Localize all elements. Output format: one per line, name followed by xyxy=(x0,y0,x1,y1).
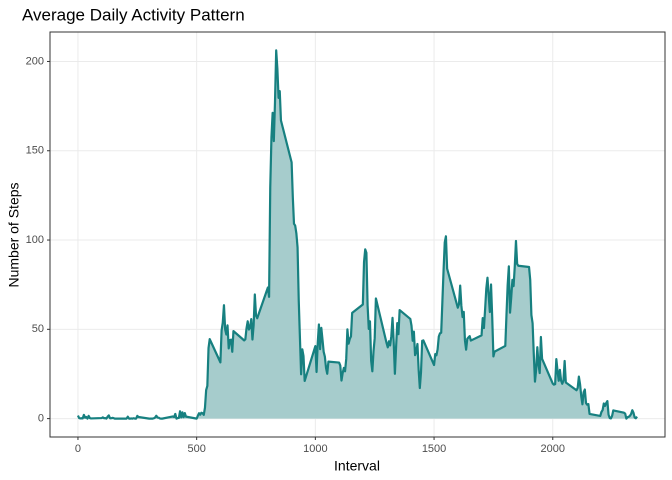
x-tick-label: 0 xyxy=(75,443,81,455)
x-axis-label: Interval xyxy=(334,458,380,474)
x-tick-label: 2000 xyxy=(541,443,565,455)
y-tick-label: 200 xyxy=(26,55,44,67)
area xyxy=(77,50,638,419)
chart-title: Average Daily Activity Pattern xyxy=(22,5,245,24)
y-axis-label: Number of Steps xyxy=(6,182,22,287)
x-tick-label: 1000 xyxy=(303,443,327,455)
line xyxy=(76,49,638,420)
x-tick-label: 500 xyxy=(187,443,205,455)
y-tick-label: 50 xyxy=(32,323,44,335)
x-tick-label: 1500 xyxy=(422,443,446,455)
y-tick-label: 100 xyxy=(26,234,44,246)
y-tick-label: 150 xyxy=(26,145,44,157)
panel-border xyxy=(49,31,666,438)
y-tick-label: 0 xyxy=(38,413,44,425)
